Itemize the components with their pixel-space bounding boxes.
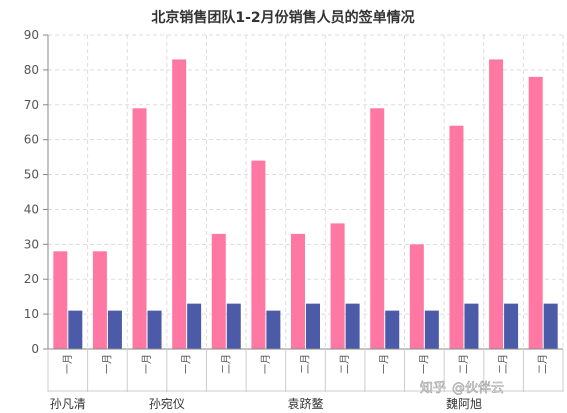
x-category-label: 一月 (418, 354, 430, 374)
y-tick-label: 40 (24, 202, 39, 216)
bar-series-2 (424, 310, 439, 349)
bar-series-2 (504, 303, 519, 349)
bar-series-1 (370, 108, 385, 350)
bar-series-2 (147, 310, 162, 349)
bar-series-1 (53, 251, 68, 349)
y-tick-label: 10 (24, 307, 39, 321)
bar-series-2 (107, 310, 122, 349)
bar-series-1 (489, 59, 504, 350)
bar-series-1 (291, 233, 305, 349)
bar-series-1 (528, 76, 543, 349)
bar-series-2 (464, 303, 479, 349)
x-group-label: 孙宛仪 (149, 396, 185, 411)
x-group-label: 魏阿旭 (446, 396, 482, 411)
x-category-label: 一月 (181, 354, 193, 374)
x-category-label: 二月 (220, 354, 232, 374)
bar-series-2 (226, 303, 241, 349)
bar-series-1 (449, 125, 464, 349)
watermark-site: 知乎 (420, 380, 446, 396)
x-category-label: 二月 (458, 354, 470, 374)
chart-title: 北京销售团队1-2月份销售人员的签单情况 (151, 9, 414, 26)
x-axis-groups: 孙凡清 孙宛仪 袁跻鳌 魏阿旭 (50, 396, 482, 411)
bar-series-2 (306, 303, 320, 349)
x-category-label: 二月 (339, 354, 351, 374)
bar-series-1 (409, 244, 424, 349)
y-tick-label: 70 (24, 98, 39, 112)
x-group-label: 孙凡清 (50, 397, 86, 411)
y-axis-ticks: 0 10 20 30 40 50 60 70 80 90 (24, 28, 48, 356)
x-axis-categories: 一月 一月 一月 一月 二月 一月 二月 二月 一月 一月 二月 二月 二月 (47, 349, 564, 392)
x-category-label: 二月 (498, 354, 510, 374)
bar-series-1 (211, 233, 226, 349)
bar-series-1 (132, 108, 147, 350)
x-category-label: 一月 (141, 354, 153, 374)
bar-series-2 (385, 310, 400, 349)
bar-series-2 (345, 303, 360, 349)
x-category-label: 一月 (379, 354, 391, 374)
x-category-label: 一月 (101, 354, 113, 374)
grid-lines (48, 34, 564, 349)
bar-series-1 (172, 59, 187, 350)
bar-series-2 (543, 303, 558, 349)
bar-series-2 (266, 310, 281, 349)
bar-series-1 (330, 223, 345, 349)
bar-series-2 (187, 303, 202, 349)
x-category-label: 二月 (300, 354, 312, 374)
y-tick-label: 30 (24, 237, 39, 251)
x-category-label: 一月 (260, 354, 272, 374)
x-category-label: 二月 (537, 354, 549, 374)
bar-series-1 (92, 251, 107, 349)
axes (47, 35, 563, 392)
y-tick-label: 80 (24, 63, 39, 77)
bar-series-2 (68, 310, 83, 349)
x-category-label: 一月 (62, 354, 74, 374)
y-tick-label: 0 (31, 342, 39, 356)
watermark: 知乎 @伙伴云 (420, 380, 505, 397)
y-tick-label: 90 (24, 28, 39, 42)
bar-series-1 (251, 160, 266, 349)
bars (53, 59, 558, 350)
y-tick-label: 60 (24, 133, 39, 147)
x-group-label: 袁跻鳌 (287, 396, 323, 411)
y-tick-label: 50 (24, 168, 39, 182)
y-tick-label: 20 (24, 272, 39, 286)
watermark-handle: @伙伴云 (452, 381, 504, 396)
